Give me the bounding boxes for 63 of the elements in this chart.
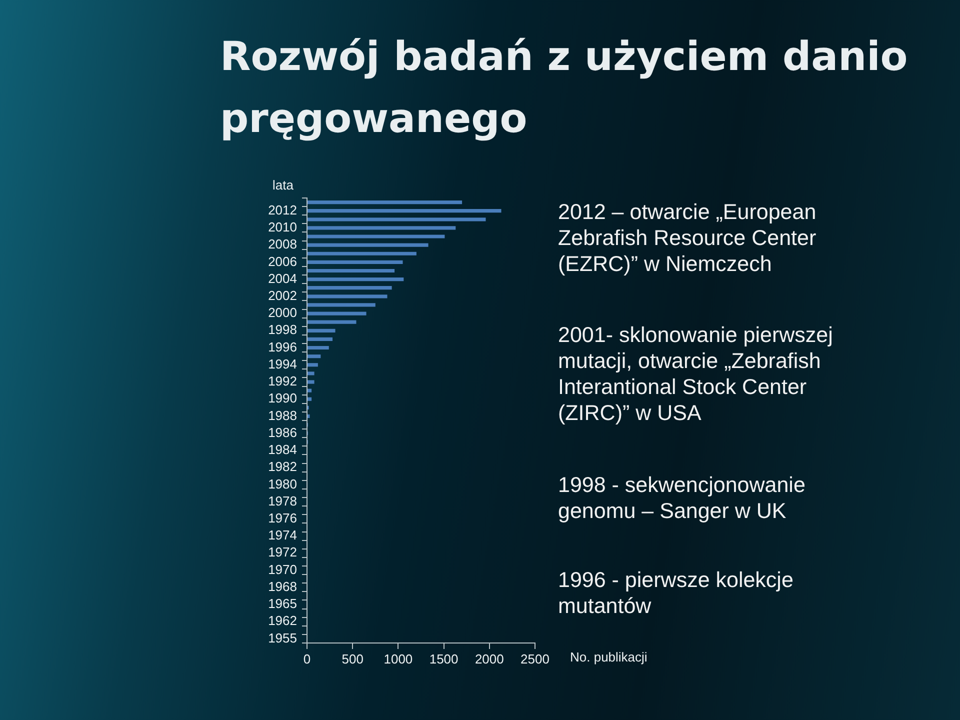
y-tick-label: 1984 [268, 442, 297, 458]
chart-title: Rozwój badań z użyciem danio pręgowanego [220, 33, 909, 144]
y-tick-label: 1982 [268, 459, 297, 474]
y-tick-label: 1990 [268, 390, 297, 406]
y-axis-title: lata [272, 178, 294, 193]
x-tick-label: 2500 [520, 651, 550, 666]
bar [308, 218, 486, 222]
y-tick-label: 1965 [268, 596, 297, 612]
bar [308, 234, 445, 238]
x-tick-label: 1000 [384, 651, 413, 666]
y-tick-label: 1962 [268, 613, 297, 628]
y-tick-label: 2012 [268, 202, 297, 218]
bar [308, 312, 366, 316]
text: 2001- sklonowanie pierwszej mutacji, otwarcie „Zebrafish Interantional Stock Center (ZIRC)” w USA [558, 322, 834, 426]
bar [308, 328, 336, 332]
bar [308, 226, 456, 230]
bar [308, 380, 314, 384]
y-tick-label: 1972 [268, 544, 297, 560]
x-tick-label: 2000 [474, 651, 504, 666]
bar [308, 363, 318, 367]
bar [308, 200, 462, 204]
bar [308, 354, 321, 358]
x-tick-label: 0 [303, 651, 311, 666]
bar [308, 252, 416, 256]
text: 1998 - sekwencjonowanie genomu – Sanger w UK [558, 472, 806, 524]
y-tick-label: 2002 [268, 288, 297, 303]
x-axis-title: No. publikacji [570, 650, 648, 665]
y-tick-label: 2000 [268, 305, 297, 320]
x-tick-label: 1500 [429, 651, 458, 666]
bar [308, 268, 395, 273]
y-tick-label: 1980 [268, 476, 297, 492]
bar [308, 337, 333, 341]
text: 2012 – otwarcie „European Zebrafish Resource Center (EZRC)” w Niemczech [558, 199, 818, 277]
y-tick-label: 2010 [268, 220, 297, 235]
bar [308, 346, 329, 350]
bar [308, 278, 404, 282]
y-tick-label: 1978 [268, 493, 297, 508]
y-tick-label: 1974 [268, 528, 297, 543]
bar [308, 209, 502, 213]
bar [308, 294, 388, 298]
y-tick-label: 1994 [268, 356, 297, 372]
bar [308, 320, 356, 324]
bar [308, 388, 312, 392]
bar [308, 303, 376, 307]
y-tick-label: 1986 [268, 424, 297, 440]
x-tick-label: 500 [342, 651, 364, 666]
bar [308, 397, 312, 401]
y-tick-label: 1998 [268, 322, 297, 338]
y-tick-label: 1996 [268, 339, 297, 354]
bar [308, 243, 428, 247]
y-tick-label: 1968 [268, 578, 297, 594]
text: 1996 - pierwsze kolekcje mutantów [558, 567, 794, 619]
y-tick-label: 2008 [268, 236, 297, 252]
y-tick-label: 1955 [268, 630, 297, 646]
y-tick-label: 1970 [268, 562, 297, 577]
bar [308, 286, 392, 290]
y-tick-label: 1988 [268, 408, 297, 423]
y-tick-label: 1976 [268, 510, 297, 526]
bar [308, 260, 403, 264]
y-tick-label: 2006 [268, 254, 297, 269]
bar [308, 372, 314, 376]
y-tick-label: 2004 [268, 270, 297, 286]
y-tick-label: 1992 [268, 374, 297, 389]
